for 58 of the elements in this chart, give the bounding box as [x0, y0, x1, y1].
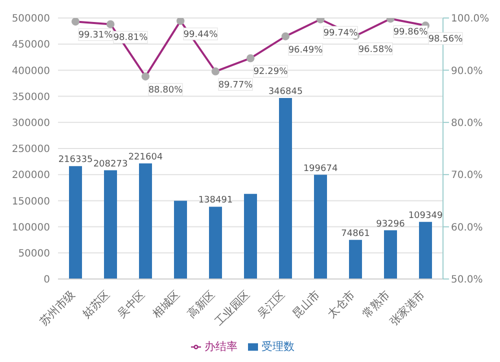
y-tick-label: 450000 — [12, 40, 50, 51]
data-label: 96.58% — [358, 44, 394, 55]
y-tick-label: 200000 — [12, 170, 50, 182]
data-label: 199674 — [303, 164, 338, 174]
y-tick-label: 500000 — [12, 14, 50, 25]
data-label: 109349 — [408, 210, 443, 221]
y2-tick-label: 80.0% — [451, 118, 483, 129]
y2-tick-label: 50.0% — [451, 274, 483, 286]
x-tick-label: 吴中区 — [115, 288, 148, 320]
y-tick-label: 300000 — [12, 118, 50, 129]
y-tick-label: 400000 — [12, 66, 50, 77]
y2-tick-label: 70.0% — [451, 170, 483, 182]
legend-label: 办结率 — [204, 340, 238, 353]
bar — [209, 206, 222, 279]
data-label: 138491 — [198, 196, 233, 206]
bar — [69, 166, 82, 279]
data-label: 99.44% — [183, 30, 218, 40]
x-tick-label: 张家港市 — [387, 288, 428, 328]
bar — [174, 200, 187, 279]
x-tick-label: 姑苏区 — [80, 288, 113, 320]
x-tick-label: 昆山市 — [290, 288, 323, 320]
data-label: 93296 — [376, 219, 406, 230]
data-label: 96.49% — [288, 45, 324, 56]
y-tick-label: 100000 — [12, 222, 50, 234]
data-label: 88.80% — [148, 85, 184, 96]
data-label: 216335 — [58, 155, 93, 166]
data-label: 92.29% — [253, 67, 288, 78]
x-tick-label: 苏州市级 — [37, 288, 78, 328]
x-tick-label: 吴江区 — [255, 288, 288, 320]
data-label: 74861 — [341, 228, 370, 239]
bar — [384, 230, 397, 279]
data-label: 89.77% — [218, 80, 254, 90]
y-tick-label: 50000 — [18, 248, 50, 260]
bar — [419, 222, 432, 279]
data-label: 346845 — [268, 86, 303, 97]
bar — [314, 174, 327, 279]
y2-tick-label: 100.0% — [451, 14, 490, 25]
data-label: 98.56% — [428, 34, 464, 45]
x-tick-label: 相城区 — [150, 288, 183, 320]
y-tick-label: 0 — [44, 274, 50, 286]
y-tick-label: 350000 — [12, 92, 50, 103]
legend-label: 受理数 — [262, 340, 294, 353]
bar — [279, 98, 292, 279]
data-label: 208273 — [93, 159, 128, 170]
y2-tick-label: 60.0% — [451, 222, 483, 234]
data-label: 99.31% — [78, 30, 114, 41]
data-label: 99.74% — [323, 28, 358, 38]
bar — [104, 170, 117, 279]
x-tick-label: 太仓市 — [325, 288, 358, 320]
data-label: 98.81% — [113, 33, 148, 44]
data-label: 221604 — [128, 152, 163, 162]
y2-tick-label: 90.0% — [451, 66, 483, 77]
bar — [349, 240, 362, 279]
bar — [244, 194, 257, 279]
y-tick-label: 250000 — [12, 144, 50, 156]
bar — [139, 163, 152, 279]
y-tick-label: 150000 — [12, 196, 50, 208]
data-label: 99.86% — [393, 28, 428, 38]
